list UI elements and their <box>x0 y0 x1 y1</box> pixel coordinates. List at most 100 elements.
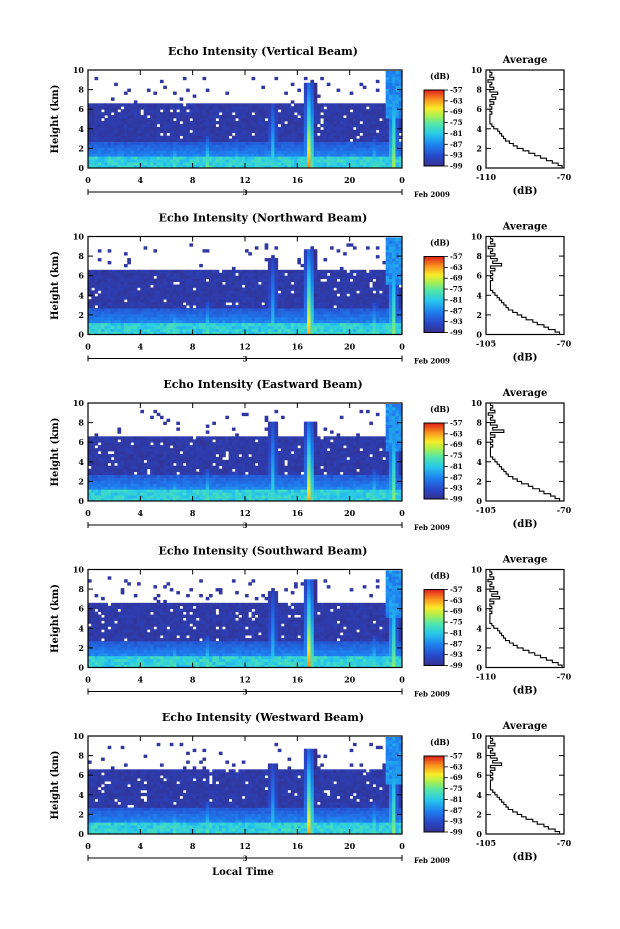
heatmap-cell <box>94 120 99 125</box>
heatmap-cell <box>323 153 328 157</box>
heatmap-cell <box>303 123 308 128</box>
heatmap-cell <box>222 269 226 274</box>
heatmap-cell <box>280 299 285 303</box>
heatmap-cell <box>91 489 95 493</box>
x-tick-label: 8 <box>190 342 196 352</box>
heatmap-cell <box>297 325 301 330</box>
heatmap-cell <box>362 112 367 116</box>
heatmap-cell <box>398 252 403 256</box>
heatmap-cell <box>274 275 279 280</box>
heatmap-cell <box>277 296 282 300</box>
heatmap-cell <box>238 302 243 306</box>
heatmap-cell <box>143 445 148 449</box>
heatmap-cell <box>117 322 122 327</box>
heatmap-cell <box>133 302 138 306</box>
heatmap-cell <box>114 299 118 303</box>
heatmap-cell <box>153 141 158 145</box>
heatmap-cell <box>359 123 364 128</box>
heatmap-cell <box>97 278 102 282</box>
heatmap-cell <box>313 293 318 297</box>
heatmap-cell <box>392 313 396 318</box>
heatmap-cell <box>199 109 203 113</box>
heatmap-cell <box>182 153 187 157</box>
heatmap-cell <box>388 70 393 75</box>
heatmap-cell <box>235 310 239 315</box>
heatmap-cell <box>395 255 400 259</box>
heatmap-cell <box>297 313 301 318</box>
heatmap-cell <box>94 433 99 437</box>
heatmap-cell <box>362 162 367 166</box>
heatmap-cell <box>123 293 128 297</box>
heatmap-cell <box>388 123 393 128</box>
heatmap-cell <box>91 328 95 332</box>
heatmap-cell <box>339 112 344 116</box>
heatmap-cell <box>267 293 272 297</box>
heatmap-cell <box>117 331 122 335</box>
heatmap-cell <box>388 299 393 303</box>
heatmap-cell <box>362 313 367 318</box>
heatmap-cell <box>372 106 377 110</box>
heatmap-cell <box>339 147 344 151</box>
heatmap-cell <box>356 120 360 125</box>
heatmap-cell <box>261 316 266 321</box>
heatmap-cell <box>192 313 197 318</box>
heatmap-cell <box>385 266 390 271</box>
heatmap-cell <box>333 322 337 327</box>
heatmap-cell <box>212 310 216 315</box>
heatmap-cell <box>395 272 400 277</box>
heatmap-cell <box>274 299 279 303</box>
heatmap-cell <box>362 284 367 288</box>
heatmap-cell <box>137 144 141 148</box>
heatmap-cell <box>146 328 151 332</box>
heatmap-cell <box>372 165 377 169</box>
heatmap-cell <box>261 159 266 163</box>
heatmap-cell <box>176 310 180 315</box>
heatmap-cell <box>254 162 259 166</box>
heatmap-cell <box>356 310 360 315</box>
heatmap-cell <box>333 115 337 119</box>
heatmap-cell <box>375 156 380 160</box>
heatmap-cell <box>300 147 305 151</box>
heatmap-cell <box>251 123 256 128</box>
heatmap-cell <box>349 144 354 148</box>
heatmap-cell <box>395 141 400 145</box>
heatmap-cell <box>330 150 334 154</box>
heatmap-cell <box>88 272 92 277</box>
heatmap-cell <box>127 153 131 157</box>
heatmap-cell <box>179 115 184 119</box>
heatmap-cell <box>379 103 383 107</box>
heatmap-cell <box>127 477 131 481</box>
heatmap-cell <box>123 269 128 274</box>
heatmap-cell <box>91 439 95 443</box>
heatmap-cell <box>336 162 341 166</box>
heatmap-cell <box>333 103 337 107</box>
heatmap-cell <box>97 284 102 288</box>
heatmap-cell <box>146 462 151 467</box>
heatmap-cell <box>114 132 118 137</box>
heatmap-cell <box>173 305 177 309</box>
heatmap-cell <box>133 281 138 285</box>
heatmap-cell <box>231 322 236 327</box>
heatmap-cell <box>215 331 220 335</box>
heatmap-cell <box>143 144 148 148</box>
heatmap-cell <box>114 162 118 166</box>
heatmap-cell <box>101 272 105 277</box>
heatmap-cell <box>274 328 279 332</box>
heatmap-cell <box>153 322 158 327</box>
heatmap-cell <box>290 126 295 131</box>
heatmap-cell <box>352 290 357 294</box>
heatmap-cell <box>231 287 236 291</box>
heatmap-cell <box>310 88 315 92</box>
heatmap-cell <box>110 445 115 449</box>
heatmap-cell <box>94 328 99 332</box>
heatmap-cell <box>307 82 311 87</box>
heatmap-cell <box>294 328 298 332</box>
heatmap-cell <box>140 302 144 306</box>
heatmap-cell <box>290 112 295 116</box>
heatmap-cell <box>231 299 236 303</box>
heatmap-cell <box>140 129 144 134</box>
heatmap-cell <box>120 281 125 285</box>
heatmap-cell <box>120 480 125 484</box>
heatmap-cell <box>159 159 164 163</box>
